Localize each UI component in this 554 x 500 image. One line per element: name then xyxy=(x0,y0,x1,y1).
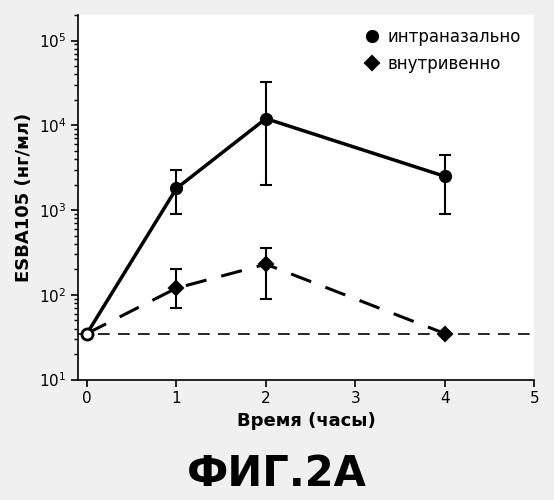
внутривенно xyxy=(442,330,448,336)
Y-axis label: ESBA105 (нг/мл): ESBA105 (нг/мл) xyxy=(15,113,33,282)
Line: интраназально: интраназально xyxy=(171,113,450,194)
внутривенно xyxy=(173,285,179,291)
интраназально xyxy=(173,186,179,192)
интраназально xyxy=(442,174,448,180)
Legend: интраназально, внутривенно: интраназально, внутривенно xyxy=(361,24,526,78)
Line: внутривенно: внутривенно xyxy=(172,260,450,338)
Text: ФИГ.2А: ФИГ.2А xyxy=(187,453,367,495)
интраназально xyxy=(263,116,269,121)
внутривенно xyxy=(263,261,269,267)
X-axis label: Время (часы): Время (часы) xyxy=(237,412,376,430)
